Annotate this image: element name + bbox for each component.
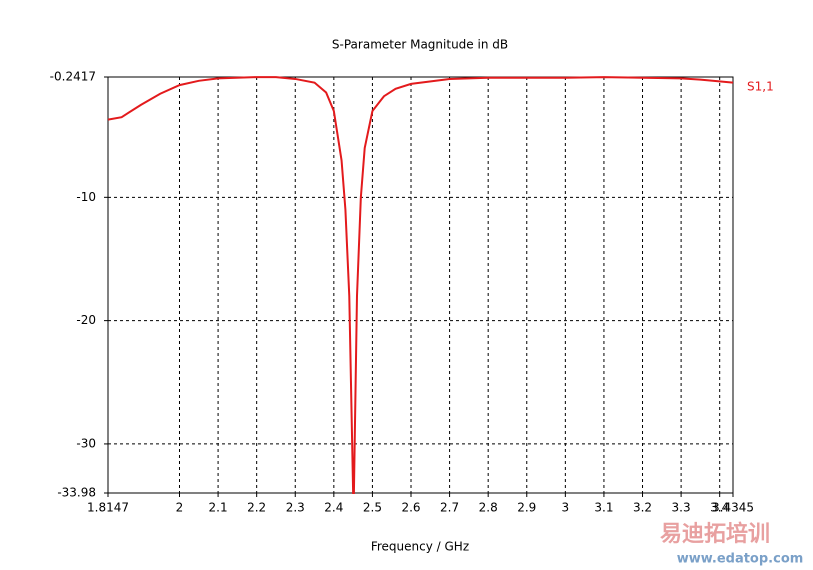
x-tick-label: 2.8 xyxy=(479,501,498,515)
plot-frame xyxy=(107,76,734,494)
y-tick-label: -20 xyxy=(76,313,96,327)
x-axis-label: Frequency / GHz xyxy=(371,540,469,554)
watermark-url: www.edatop.com xyxy=(677,552,804,567)
x-tick-label: 2.6 xyxy=(401,501,420,515)
y-tick-label: -30 xyxy=(76,436,96,450)
y-tick-label: -10 xyxy=(76,190,96,204)
y-tick-label: -0.2417 xyxy=(50,70,96,84)
x-tick-label: 3.1 xyxy=(594,501,613,515)
x-tick-label: 2.5 xyxy=(363,501,382,515)
x-tick-label: 2 xyxy=(176,501,184,515)
x-tick-label: 2.4 xyxy=(324,501,343,515)
watermark-brand: 易迪拓培训 xyxy=(660,521,770,547)
x-tick-label: 2.9 xyxy=(517,501,536,515)
legend-label: S1,1 xyxy=(747,80,774,94)
chart-title: S-Parameter Magnitude in dB xyxy=(332,38,508,52)
y-tick-label: -33.98 xyxy=(57,486,96,500)
x-tick-label: 3 xyxy=(562,501,570,515)
x-tick-label: 3.4 xyxy=(710,501,729,515)
x-tick-label: 2.3 xyxy=(286,501,305,515)
line-series xyxy=(107,76,734,494)
x-tick-label: 1.8147 xyxy=(87,501,129,515)
x-tick-label: 2.1 xyxy=(209,501,228,515)
x-tick-label: 2.2 xyxy=(247,501,266,515)
x-tick-label: 3.4345 xyxy=(712,501,754,515)
x-tick-label: 3.2 xyxy=(633,501,652,515)
x-tick-label: 2.7 xyxy=(440,501,459,515)
x-tick-label: 3.3 xyxy=(672,501,691,515)
